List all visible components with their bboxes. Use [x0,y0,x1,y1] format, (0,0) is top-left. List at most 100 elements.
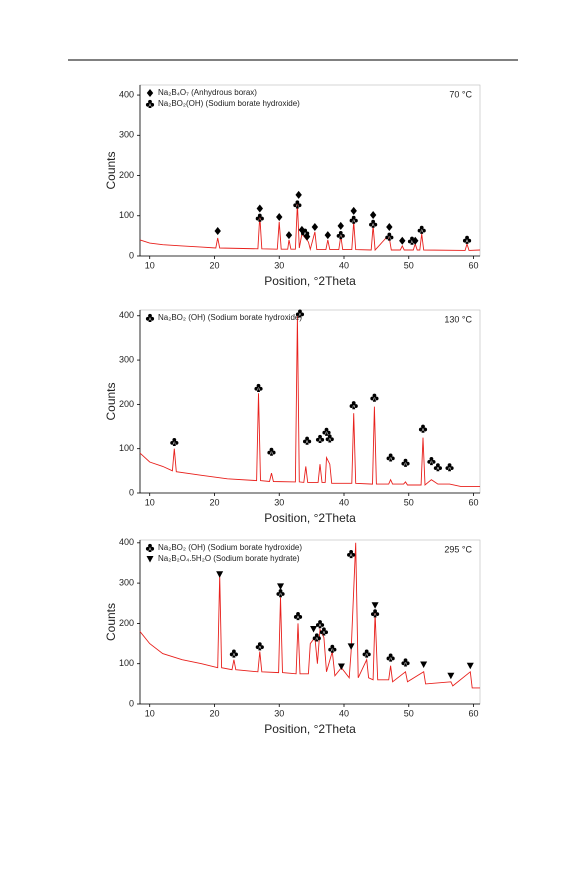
peak-marker [399,236,406,245]
peak-marker [447,672,455,680]
legend-label: Na₂BO₂(OH) (Sodium borate hydroxide) [158,99,300,108]
xrd-line [139,203,481,252]
peak-marker [256,204,264,213]
y-tick-label: 400 [119,89,134,99]
peak-marker [319,627,329,636]
x-tick-label: 40 [339,497,349,507]
x-tick-label: 20 [209,497,219,507]
x-tick-label: 40 [339,708,349,718]
peak-marker [386,453,395,462]
peak-marker [401,458,410,467]
peak-marker [311,223,319,232]
plot-area [139,309,481,494]
x-tick-label: 30 [274,497,284,507]
y-tick-label: 100 [119,210,134,220]
x-tick-label: 30 [274,708,284,718]
peak-marker [267,447,276,456]
x-tick-label: 50 [404,708,414,718]
peak-marker [370,609,380,618]
peak-marker [310,626,318,633]
peak-marker [445,463,454,472]
y-tick-label: 200 [119,399,134,409]
peak-marker [315,434,325,443]
y-tick-label: 0 [129,698,134,708]
peak-marker [418,424,428,433]
y-tick-label: 300 [119,130,134,140]
x-tick-label: 10 [145,497,155,507]
y-axis-label: Counts [104,603,118,641]
plot-area [139,84,481,257]
peak-marker [254,383,263,392]
y-axis-label: Counts [104,151,118,189]
peak-marker [347,550,356,559]
legend-symbol [145,543,155,552]
peak-marker [362,649,371,658]
y-tick-label: 200 [119,170,134,180]
y-tick-label: 100 [119,443,134,453]
x-tick-label: 60 [469,260,479,270]
x-axis-label: Position, °2Theta [264,274,356,288]
y-tick-label: 300 [119,354,134,364]
peak-marker [276,589,285,598]
peak-marker [312,633,321,642]
x-tick-label: 20 [209,260,219,270]
peak-marker [371,602,379,609]
x-tick-label: 30 [274,260,284,270]
peak-marker [277,583,285,590]
peak-marker [302,436,312,445]
peak-marker [350,206,357,215]
peak-marker [407,236,417,245]
x-axis-label: Position, °2Theta [264,511,356,525]
peak-marker [324,231,332,240]
y-tick-label: 200 [119,618,134,628]
x-tick-label: 50 [404,497,414,507]
peak-marker [293,612,303,621]
y-tick-label: 400 [119,537,134,547]
legend-symbol [146,89,154,97]
peak-marker [385,232,394,241]
legend-label: Na₂BO₂ (OH) (Sodium borate hydroxide) [158,543,302,552]
peak-marker [336,230,345,240]
x-tick-label: 60 [469,708,479,718]
legend-symbol [146,556,154,563]
y-tick-label: 0 [129,250,134,260]
annotation: 295 °C [444,544,472,554]
peak-marker [229,649,239,658]
peak-marker [337,221,344,230]
peak-marker [386,653,395,662]
xrd-line [139,542,480,689]
peak-marker [293,200,302,209]
x-tick-label: 10 [145,708,155,718]
y-tick-label: 400 [119,310,134,320]
x-tick-label: 10 [145,260,155,270]
peak-marker [466,662,474,670]
annotation: 130 °C [444,314,472,324]
peak-marker [301,228,310,237]
peak-marker [370,393,379,402]
plot-area [139,539,481,705]
peak-marker [369,210,377,219]
peak-marker [337,663,345,671]
peak-marker [401,658,410,667]
y-tick-label: 100 [119,658,134,668]
peak-marker [315,620,325,629]
peak-marker [214,227,221,236]
peak-marker [170,437,179,447]
peak-marker [347,643,355,650]
x-axis-label: Position, °2Theta [264,722,356,736]
y-axis-label: Counts [104,382,118,420]
legend-label: Na₂BO₂ (OH) (Sodium borate hydroxide) [158,313,302,322]
peak-marker [285,231,293,240]
peak-marker [462,235,472,244]
peak-marker [349,215,358,224]
peak-marker [427,456,436,466]
annotation: 70 °C [449,89,472,99]
legend-label: Na₂B₄O₇ (Anhydrous borax) [158,88,257,97]
legend-label: Na₂B₂O₄.5H₂O (Sodium borate hydrate) [158,554,300,563]
legend-symbol [145,313,155,322]
peak-marker [295,190,302,199]
peak-marker [255,642,264,651]
xrd-line [139,315,480,487]
peak-marker [216,571,224,578]
peak-marker [386,223,393,232]
